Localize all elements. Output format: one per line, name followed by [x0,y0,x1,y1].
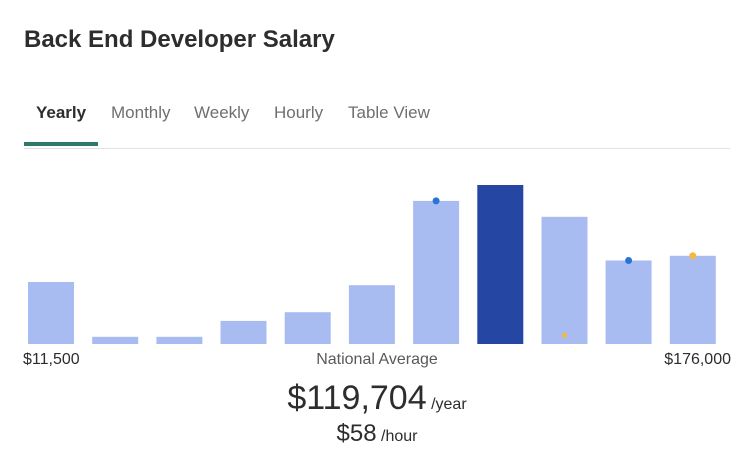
chart-marker-orange [689,252,697,260]
histogram-bar-national-average[interactable] [477,185,524,344]
tab-monthly[interactable]: Monthly [111,103,171,122]
histogram-bar[interactable] [220,320,267,344]
axis-min-label: $11,500 [23,351,80,368]
axis-center-label: National Average [316,351,438,368]
page-title: Back End Developer Salary [24,26,335,53]
hourly-salary: $58 /hour [0,420,754,448]
tab-hourly[interactable]: Hourly [274,103,324,122]
tab-table-view[interactable]: Table View [348,103,430,122]
chart-marker-orange [562,332,567,338]
histogram-bar[interactable] [669,255,716,344]
histogram-bar[interactable] [284,312,331,344]
histogram-bar[interactable] [28,282,74,344]
hourly-salary-amount: $58 [336,420,377,447]
annual-salary-unit: /year [431,396,467,413]
chart-marker-blue [625,257,633,264]
chart-marker-blue [432,197,440,205]
histogram-bar[interactable] [156,336,203,344]
histogram-bar[interactable] [541,216,588,344]
histogram-bar[interactable] [348,285,395,344]
annual-salary: $119,704 /year [0,379,754,418]
tab-yearly[interactable]: Yearly [36,103,87,122]
histogram-bar[interactable] [413,200,460,344]
histogram-bar[interactable] [92,336,139,344]
annual-salary-amount: $119,704 [287,379,427,417]
hourly-salary-unit: /hour [381,428,418,445]
active-tab-indicator [24,142,98,146]
salary-distribution-chart [28,185,716,345]
tab-weekly[interactable]: Weekly [194,103,250,122]
axis-max-label: $176,000 [664,351,731,368]
histogram-bar[interactable] [605,260,652,345]
period-tabs: Yearly Monthly Weekly Hourly Table View [24,95,730,149]
